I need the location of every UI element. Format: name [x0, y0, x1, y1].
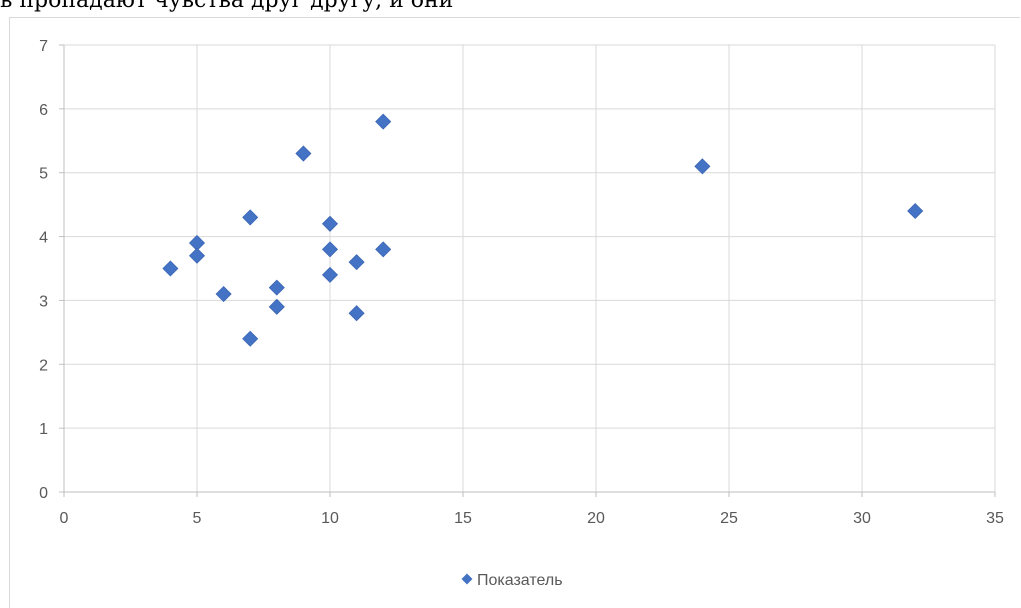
- axes: [59, 44, 996, 497]
- data-point: [348, 305, 365, 322]
- x-tick-labels: 0 5 10 15 20 25 30 35: [60, 510, 1004, 527]
- data-point: [375, 113, 392, 130]
- data-point: [242, 330, 259, 347]
- document-text-fragment: в пропадают чувства друг другу, и они: [0, 0, 454, 13]
- legend-marker-diamond: [461, 573, 473, 585]
- data-points: [162, 113, 924, 347]
- x-tick-label: 30: [853, 510, 871, 527]
- data-point: [215, 286, 232, 303]
- y-tick-label: 0: [39, 485, 48, 502]
- x-tick-label: 25: [720, 510, 738, 527]
- grid-lines: [64, 44, 996, 492]
- y-tick-label: 4: [39, 230, 48, 247]
- data-point: [375, 241, 392, 258]
- data-point: [321, 241, 339, 258]
- y-tick-label: 3: [39, 293, 48, 310]
- data-point: [188, 247, 206, 264]
- data-point: [162, 260, 179, 277]
- y-tick-labels: 0 1 2 3 4 5 6 7: [39, 38, 48, 502]
- y-tick-label: 6: [39, 102, 48, 119]
- data-point: [268, 298, 285, 315]
- legend-label: Показатель: [477, 572, 563, 589]
- legend: Показатель: [461, 572, 563, 589]
- y-tick-label: 7: [39, 38, 48, 55]
- y-tick-label: 2: [39, 357, 48, 374]
- data-point: [242, 209, 259, 226]
- chart-area: 0 5 10 15 20 25 30 35 0 1 2 3 4 5 6 7 Показатель: [9, 17, 1020, 608]
- y-tick-label: 5: [39, 166, 48, 183]
- x-tick-label: 0: [60, 510, 69, 527]
- y-tick-label: 1: [39, 421, 48, 438]
- data-point: [321, 215, 339, 232]
- x-tick-label: 15: [454, 510, 472, 527]
- x-tick-label: 20: [587, 510, 605, 527]
- data-point: [268, 279, 285, 296]
- data-point: [694, 158, 711, 175]
- x-tick-label: 5: [193, 510, 202, 527]
- x-tick-label: 10: [321, 510, 339, 527]
- data-point: [321, 266, 339, 283]
- x-tick-label: 35: [986, 510, 1004, 527]
- scatter-chart: 0 5 10 15 20 25 30 35 0 1 2 3 4 5 6 7 Показатель: [39, 38, 1004, 589]
- data-point: [907, 202, 924, 220]
- data-point: [348, 254, 365, 271]
- data-point: [295, 145, 312, 162]
